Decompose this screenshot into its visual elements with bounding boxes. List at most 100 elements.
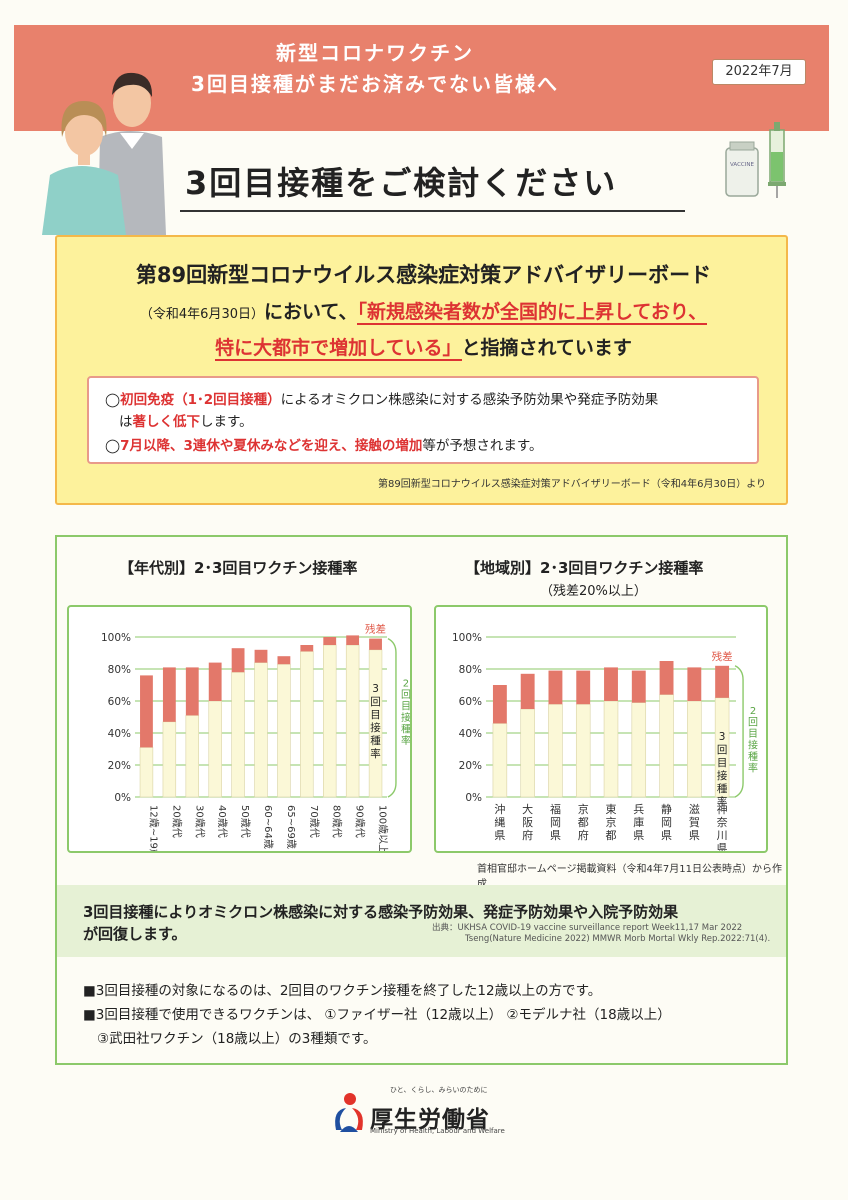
x-tick-label: 京 (606, 815, 617, 829)
vaccine-illustration: VACCINE (725, 122, 786, 198)
chart-region-title: 【地域別】2･3回目ワクチン接種率 (465, 559, 704, 577)
y-tick-label: 40% (108, 728, 131, 740)
bar-third-dose (659, 694, 674, 798)
recovery-band: 3回目接種によりオミクロン株感染に対する感染予防効果、発症予防効果や入院予防効果… (57, 885, 786, 957)
x-tick-label: 岡 (550, 816, 561, 829)
bar-third-dose (520, 708, 535, 798)
second-dose-label: 種 (401, 723, 410, 736)
people-illustration (42, 72, 166, 235)
bullet-1: ◯初回免疫（1･2回目接種）によるオミクロン株感染に対する感染予防効果や発症予防… (105, 388, 658, 408)
third-dose-label: 接 (370, 721, 381, 734)
x-tick-label: 岡 (661, 816, 672, 829)
x-tick-label: 府 (578, 828, 589, 842)
bar-third-dose (277, 663, 291, 798)
logo-name: 厚生労働省 (370, 1107, 490, 1133)
x-tick-label: 神 (717, 802, 728, 816)
bar-third-dose (254, 662, 268, 798)
bar-gap (659, 661, 674, 695)
chart-age: 0% 20% 40% 60% 80% 100% 12歳~19歳 20歳代 30歳代 40歳代 50歳… (101, 623, 410, 851)
bar-gap (346, 635, 360, 645)
x-tick-label: 沖 (494, 803, 505, 816)
x-tick-label: 12歳~19歳 (147, 805, 159, 851)
bullet-2-rest: 等が予想されます。 (422, 438, 543, 454)
x-tick-label: 100歳以上 (377, 805, 389, 851)
y-tick-label: 40% (459, 728, 482, 740)
third-dose-label: 率 (370, 747, 381, 760)
bar-gap (548, 670, 563, 705)
second-dose-label: 目 (748, 729, 758, 740)
chart-region-frame: 0% 20% 40% 60% 80% 100% 沖縄県大阪府福岡県京都府東京都兵庫県静岡県滋… (434, 605, 768, 853)
y-tick-label: 100% (452, 632, 482, 644)
recovery-src1: 出典：UKHSA COVID-19 vaccine surveillance r… (432, 923, 743, 933)
second-dose-label: 2 (403, 679, 409, 690)
advisory-reference: 第89回新型コロナウイルス感染症対策アドバイザリーボード（令和4年6月30日）よ… (378, 479, 766, 490)
advisory-date: （令和4年6月30日） (139, 307, 264, 322)
x-tick-label: 大 (522, 802, 533, 816)
x-tick-label: 静 (661, 802, 672, 816)
bullet-1-post: します。 (200, 414, 253, 430)
recovery-text: 3回目接種によりオミクロン株感染に対する感染予防効果、発症予防効果や入院予防効果… (83, 901, 678, 945)
x-tick-label: 70歳代 (308, 805, 320, 838)
x-tick-label: 50歳代 (239, 805, 251, 838)
bar-third-dose (162, 721, 177, 798)
x-tick-label: 80歳代 (331, 805, 343, 838)
bar-third-dose (631, 702, 647, 798)
x-tick-label: 40歳代 (216, 805, 228, 838)
second-dose-label: 率 (748, 761, 758, 774)
third-dose-label: 種 (370, 734, 381, 747)
x-tick-label: 県 (689, 829, 700, 842)
advisory-bullets: ◯ 初回免疫（1･2回目接種）によるオミクロン株感染に対する感染予防効果や発症予防… (87, 376, 759, 464)
advisory-line3: 特に大都市で増加している」と指摘されています (57, 333, 790, 361)
x-tick-label: 奈 (717, 815, 728, 829)
advisory-quote2: 特に大都市で増加している」 (215, 337, 462, 361)
mhlw-logo-icon (335, 1093, 363, 1132)
recovery-source: 出典：UKHSA COVID-19 vaccine surveillance r… (432, 923, 770, 945)
recovery-line1: 3回目接種によりオミクロン株感染に対する感染予防効果、発症予防効果や入院予防効果 (83, 903, 679, 921)
title-underline (180, 210, 685, 212)
bar-third-dose (231, 671, 245, 798)
second-dose-label: 種 (748, 750, 758, 763)
bar-gap (604, 667, 618, 701)
x-tick-label: 兵 (633, 803, 644, 816)
advisory-end: と指摘されています (461, 337, 632, 359)
bar-gap (300, 645, 314, 652)
chart-region-subtitle: （残差20%以上） (540, 584, 647, 599)
y-tick-label: 80% (459, 664, 482, 676)
date-badge: 2022年7月 (712, 59, 806, 85)
second-dose-label: 接 (401, 711, 410, 724)
gap-label: 残差 (712, 650, 733, 663)
bar-third-dose (139, 747, 154, 798)
bar-gap (254, 649, 268, 663)
x-tick-label: 県 (550, 829, 561, 842)
advisory-box: 第89回新型コロナウイルス感染症対策アドバイザリーボード （令和4年6月30日）… (55, 235, 788, 505)
advisory-quote1: 「新規感染者数が全国的に上昇しており、 (357, 301, 708, 325)
x-tick-label: 阪 (522, 815, 533, 829)
bullet-1-red: 初回免疫（1･2回目接種） (120, 392, 281, 408)
bar-gap (715, 665, 730, 698)
x-tick-label: 京 (578, 802, 589, 816)
bullet-1-rest: によるオミクロン株感染に対する感染予防効果や発症予防効果 (280, 392, 659, 408)
y-tick-label: 0% (465, 792, 482, 804)
x-tick-label: 90歳代 (354, 805, 366, 838)
x-tick-label: 60~64歳 (262, 805, 274, 849)
second-dose-label: 回 (748, 716, 758, 728)
bar-gap (277, 656, 291, 665)
banner-line1: 新型コロナワクチン (276, 41, 474, 65)
y-tick-label: 0% (114, 792, 131, 804)
bullet-2-mark: ◯ (105, 438, 121, 454)
bar-third-dose (548, 703, 563, 798)
bar-third-dose (345, 644, 360, 798)
x-tick-label: 縄 (494, 815, 505, 829)
bar-third-dose (185, 715, 199, 798)
bracket (734, 665, 744, 798)
bullet-1-pre: は (119, 414, 133, 430)
second-dose-label: 目 (401, 702, 410, 713)
bar-third-dose (603, 700, 619, 798)
bar-third-dose (575, 703, 591, 798)
third-dose-label: 3 (719, 731, 726, 743)
x-tick-label: 県 (717, 842, 728, 851)
third-dose-label: 種 (717, 782, 728, 795)
second-dose-label: 率 (401, 734, 410, 747)
recovery-src2: Tseng(Nature Medicine 2022) MMWR Morb Mo… (465, 934, 771, 944)
x-tick-label: 川 (717, 829, 728, 842)
